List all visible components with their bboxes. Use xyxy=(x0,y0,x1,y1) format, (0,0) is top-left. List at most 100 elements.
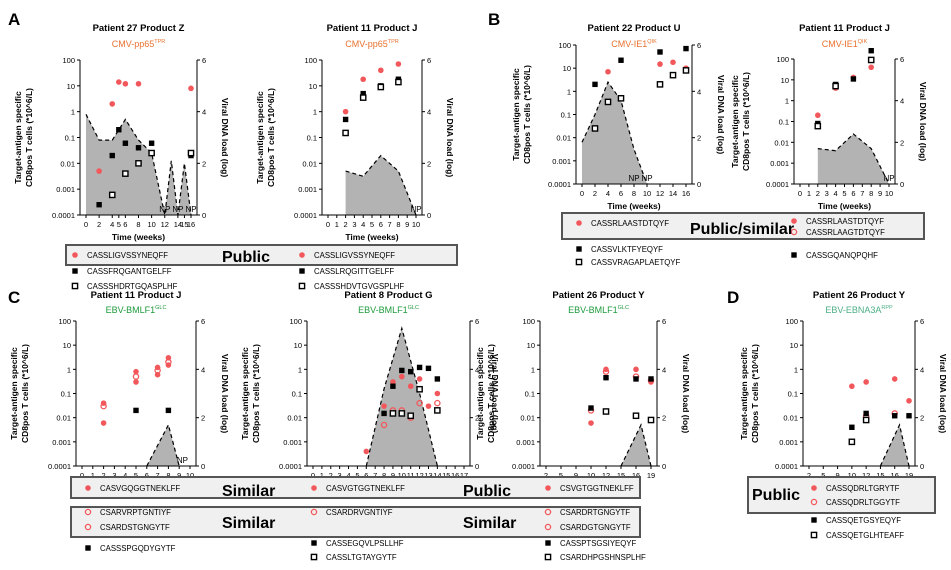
y2-tick-label: 6 xyxy=(475,317,479,326)
subtitle-superscript: GLC xyxy=(155,305,166,311)
legend-marker xyxy=(299,252,305,258)
subtitle-superscript: QIK xyxy=(858,39,868,45)
y-tick-label: 1 xyxy=(313,108,317,117)
y2-tick-label: 4 xyxy=(427,108,431,117)
legend-marker xyxy=(810,531,818,539)
data-point xyxy=(132,373,140,380)
np-annotation: NP xyxy=(172,205,183,214)
chart-panel: 100 10 1 0.1 0.01 0.001 0.0001 6 4 2 0 2 5 9 10 12 15 16 1… xyxy=(739,290,948,493)
legend-text: CASSRLAASTDTQYF xyxy=(591,219,669,228)
x-tick-label: 15 xyxy=(617,471,625,480)
data-point xyxy=(891,376,898,382)
x-axis-label: Time (weeks) xyxy=(112,232,165,242)
viral-load-line xyxy=(146,423,180,467)
y-tick-label: 100 xyxy=(58,317,71,326)
chart-subtitle: CMV-IE1QIK xyxy=(611,39,657,49)
subtitle-main: EBV-BMLF1 xyxy=(358,305,408,315)
legend-box-c2 xyxy=(70,506,641,538)
legend-text: CASSSHDRTGQASPLHF xyxy=(87,282,178,291)
data-point xyxy=(850,76,857,82)
legend-text: CASSQETGLHTEAFF xyxy=(826,531,904,540)
x-tick-label: 6 xyxy=(619,189,623,198)
x-tick-label: 19 xyxy=(647,471,655,480)
y2-tick-label: 2 xyxy=(662,414,666,423)
y-tick-label: 1 xyxy=(67,365,71,374)
data-point xyxy=(849,424,855,430)
legend-d: CASSQDRLTGRYTF CASSQDRLTGGYTF CASSQETGSYEQ… xyxy=(752,484,904,540)
data-point xyxy=(342,129,349,137)
panel-letter: B xyxy=(488,10,500,29)
legend-marker xyxy=(544,553,552,561)
data-point xyxy=(906,397,912,404)
x-tick-label: 8 xyxy=(632,189,636,198)
x-axis-label: Time (weeks) xyxy=(607,201,660,211)
y2-tick-label: 2 xyxy=(920,414,924,423)
y-tick-label: 100 xyxy=(289,317,302,326)
data-point xyxy=(363,448,370,455)
subtitle-main: EBV-EBNA3A xyxy=(825,305,881,315)
y2-tick-label: 0 xyxy=(697,180,701,189)
y2-tick-label: 0 xyxy=(201,462,205,471)
data-point xyxy=(395,78,402,86)
legend-text: CASSSPGQDYGYTF xyxy=(100,544,176,553)
x-tick-label: 2 xyxy=(344,220,348,229)
data-point xyxy=(133,368,139,375)
data-point xyxy=(434,390,441,397)
x-tick-label: 0 xyxy=(311,471,315,480)
data-point xyxy=(868,48,874,54)
chart-subtitle: CMV-pp65TPR xyxy=(345,39,399,49)
y-tick-label: 0.1 xyxy=(525,390,535,399)
legend-text: CASSSHDVTGVGSPLHF xyxy=(314,282,404,291)
y-tick-label: 10 xyxy=(781,76,789,85)
y2-tick-label: 0 xyxy=(427,211,431,220)
data-point xyxy=(96,168,102,174)
legend-marker xyxy=(576,246,582,252)
x-tick-label: 14 xyxy=(669,189,677,198)
data-point xyxy=(862,416,870,424)
x-tick-label: 8 xyxy=(869,189,873,198)
data-point xyxy=(165,407,172,414)
y-axis-label: Target-antigen specificCD8pos T cells (*… xyxy=(730,72,751,171)
y-axis-label: Target-antigen specificCD8pos T cells (*… xyxy=(511,65,532,164)
x-tick-label: 3 xyxy=(352,220,356,229)
chart-subtitle: CMV-IE1QIK xyxy=(822,39,868,49)
legend-text: CASSRLAASTDTQYF xyxy=(806,217,884,226)
subtitle-main: EBV-BMLF1 xyxy=(106,305,156,315)
x-tick-label: 14 xyxy=(174,220,182,229)
np-annotation: NP xyxy=(883,174,894,183)
data-point xyxy=(133,407,139,414)
x-tick-label: 8 xyxy=(166,471,170,480)
subtitle-superscript: GLC xyxy=(408,305,419,311)
y-tick-label: 1 xyxy=(71,108,75,117)
legend-text: CSVGTGGTNEKLFF xyxy=(560,484,634,493)
legend-box-c1 xyxy=(70,476,641,499)
legend-box-d xyxy=(747,476,936,514)
data-point xyxy=(407,412,415,420)
data-point xyxy=(657,61,663,67)
x-tick-label: 8 xyxy=(136,220,140,229)
chart-title: Patient 11 Product J xyxy=(327,23,418,34)
data-point xyxy=(407,383,414,390)
subtitle-main: CMV-pp65 xyxy=(112,39,155,49)
y-tick-label: 100 xyxy=(558,41,571,50)
x-tick-label: 6 xyxy=(145,471,149,480)
legend-text: CASSEGQVLPSLLHF xyxy=(326,539,404,548)
x-tick-label: 4 xyxy=(834,189,838,198)
legend-marker xyxy=(311,485,317,491)
x-tick-label: 15 xyxy=(876,471,884,480)
legend-text: CASSLRQGITTGELFF xyxy=(314,267,394,276)
x-tick-label: 16 xyxy=(682,189,690,198)
y2-tick-label: 2 xyxy=(202,159,206,168)
y2-tick-label: 2 xyxy=(900,138,904,147)
y-tick-label: 1 xyxy=(785,97,789,106)
data-point xyxy=(416,364,423,371)
data-point xyxy=(122,170,129,177)
x-tick-label: 3 xyxy=(338,471,342,480)
y-tick-label: 0.01 xyxy=(287,414,302,423)
chart-subtitle: EBV-BMLF1GLC xyxy=(568,305,629,315)
legend-marker xyxy=(544,508,552,516)
